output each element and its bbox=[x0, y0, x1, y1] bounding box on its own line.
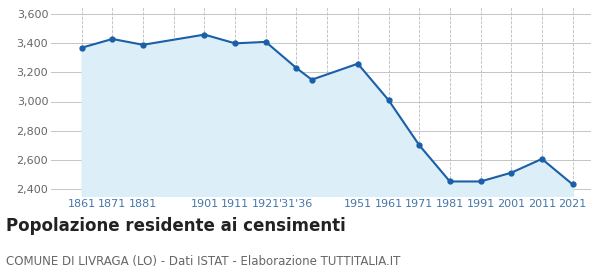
Text: COMUNE DI LIVRAGA (LO) - Dati ISTAT - Elaborazione TUTTITALIA.IT: COMUNE DI LIVRAGA (LO) - Dati ISTAT - El… bbox=[6, 255, 400, 268]
Text: Popolazione residente ai censimenti: Popolazione residente ai censimenti bbox=[6, 217, 346, 235]
